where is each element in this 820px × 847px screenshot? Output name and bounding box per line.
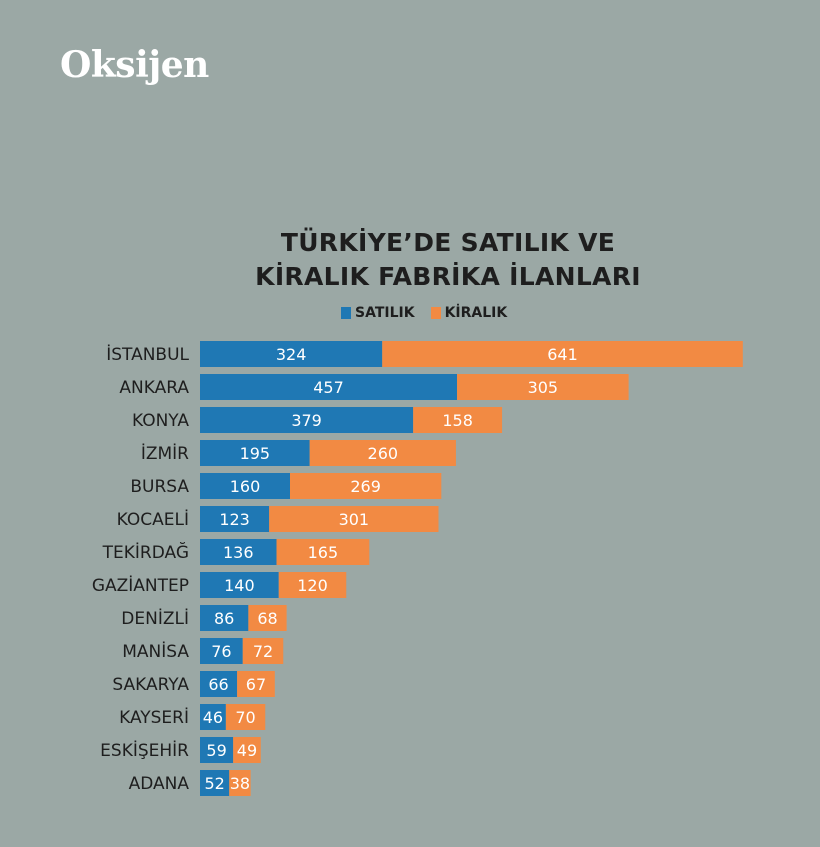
value-label-satilik-row-9: 76 [211, 642, 231, 661]
chart-legend: SATILIK KİRALIK [341, 305, 507, 321]
value-label-satilik-row-6: 136 [223, 543, 254, 562]
category-label: ANKARA [119, 378, 189, 398]
bar-satilik-row-9 [200, 638, 243, 664]
category-label: TEKİRDAĞ [102, 541, 189, 563]
bar-kiralik-row-4 [290, 473, 442, 499]
bar-kiralik-row-10 [237, 671, 275, 697]
value-label-satilik-row-10: 66 [208, 675, 228, 694]
category-label: BURSA [130, 477, 189, 497]
bar-satilik-row-1 [200, 374, 458, 400]
bar-satilik-row-5 [200, 506, 270, 532]
category-label: ESKİŞEHİR [100, 740, 189, 761]
value-label-kiralik-row-2: 158 [442, 411, 473, 430]
value-label-kiralik-row-4: 269 [350, 477, 381, 496]
category-label: KONYA [132, 411, 189, 431]
bar-satilik-row-0 [200, 341, 383, 367]
bar-kiralik-row-6 [276, 539, 370, 565]
category-label: KAYSERİ [119, 707, 189, 728]
value-label-kiralik-row-7: 120 [297, 576, 328, 595]
legend-label-kiralik: KİRALIK [444, 305, 508, 321]
bar-satilik-row-10 [200, 671, 238, 697]
value-label-kiralik-row-6: 165 [308, 543, 339, 562]
value-label-kiralik-row-8: 68 [257, 609, 277, 628]
legend-item-kiralik: KİRALIK [430, 305, 508, 321]
category-label: İZMİR [141, 443, 189, 464]
value-label-satilik-row-7: 140 [224, 576, 255, 595]
value-label-kiralik-row-9: 72 [253, 642, 273, 661]
bar-satilik-row-6 [200, 539, 277, 565]
bar-satilik-row-3 [200, 440, 310, 466]
value-label-kiralik-row-13: 38 [230, 774, 250, 793]
value-label-satilik-row-11: 46 [203, 708, 223, 727]
category-label: İSTANBUL [106, 344, 189, 365]
bar-satilik-row-4 [200, 473, 290, 499]
category-label: ADANA [129, 774, 190, 794]
value-label-kiralik-row-10: 67 [246, 675, 266, 694]
chart-title-line-2: KİRALIK FABRİKA İLANLARI [255, 262, 641, 291]
chart-title-line-1: TÜRKİYE’DE SATILIK VE [280, 228, 616, 257]
value-label-satilik-row-5: 123 [219, 510, 250, 529]
value-label-satilik-row-3: 195 [240, 444, 271, 463]
category-label: KOCAELİ [117, 509, 189, 530]
category-label: GAZİANTEP [92, 575, 189, 596]
category-label: SAKARYA [112, 675, 189, 695]
legend-label-satilik: SATILIK [355, 305, 415, 321]
value-label-kiralik-row-12: 49 [237, 741, 257, 760]
bar-kiralik-row-13 [229, 770, 251, 796]
bar-satilik-row-12 [200, 737, 234, 763]
value-label-kiralik-row-0: 641 [547, 345, 578, 364]
bar-satilik-row-11 [200, 704, 226, 730]
value-label-kiralik-row-11: 70 [235, 708, 255, 727]
category-label: DENİZLİ [121, 608, 189, 629]
bar-satilik-row-8 [200, 605, 249, 631]
bar-kiralik-row-7 [278, 572, 347, 598]
value-label-kiralik-row-1: 305 [528, 378, 559, 397]
category-label: MANİSA [122, 641, 189, 662]
value-label-satilik-row-0: 324 [276, 345, 307, 364]
bar-kiralik-row-1 [457, 374, 629, 400]
value-label-satilik-row-12: 59 [206, 741, 226, 760]
bar-kiralik-row-11 [225, 704, 266, 730]
value-label-satilik-row-1: 457 [313, 378, 344, 397]
bar-kiralik-row-0 [382, 341, 743, 367]
legend-swatch-kiralik [430, 307, 441, 319]
oksijen-logo: Oksijen [60, 44, 209, 86]
bar-kiralik-row-9 [242, 638, 284, 664]
value-label-satilik-row-13: 52 [204, 774, 224, 793]
value-label-satilik-row-2: 379 [291, 411, 322, 430]
value-label-satilik-row-4: 160 [230, 477, 261, 496]
bar-satilik-row-2 [200, 407, 414, 433]
bar-kiralik-row-12 [233, 737, 261, 763]
value-label-kiralik-row-5: 301 [339, 510, 370, 529]
bar-kiralik-row-8 [248, 605, 287, 631]
legend-swatch-satilik [341, 307, 351, 319]
bar-kiralik-row-3 [309, 440, 456, 466]
legend-item-satilik: SATILIK [341, 305, 415, 321]
bar-kiralik-row-5 [269, 506, 439, 532]
value-label-satilik-row-8: 86 [214, 609, 234, 628]
value-label-kiralik-row-3: 260 [368, 444, 399, 463]
bar-satilik-row-13 [200, 770, 230, 796]
bar-kiralik-row-2 [413, 407, 503, 433]
bar-satilik-row-7 [200, 572, 279, 598]
